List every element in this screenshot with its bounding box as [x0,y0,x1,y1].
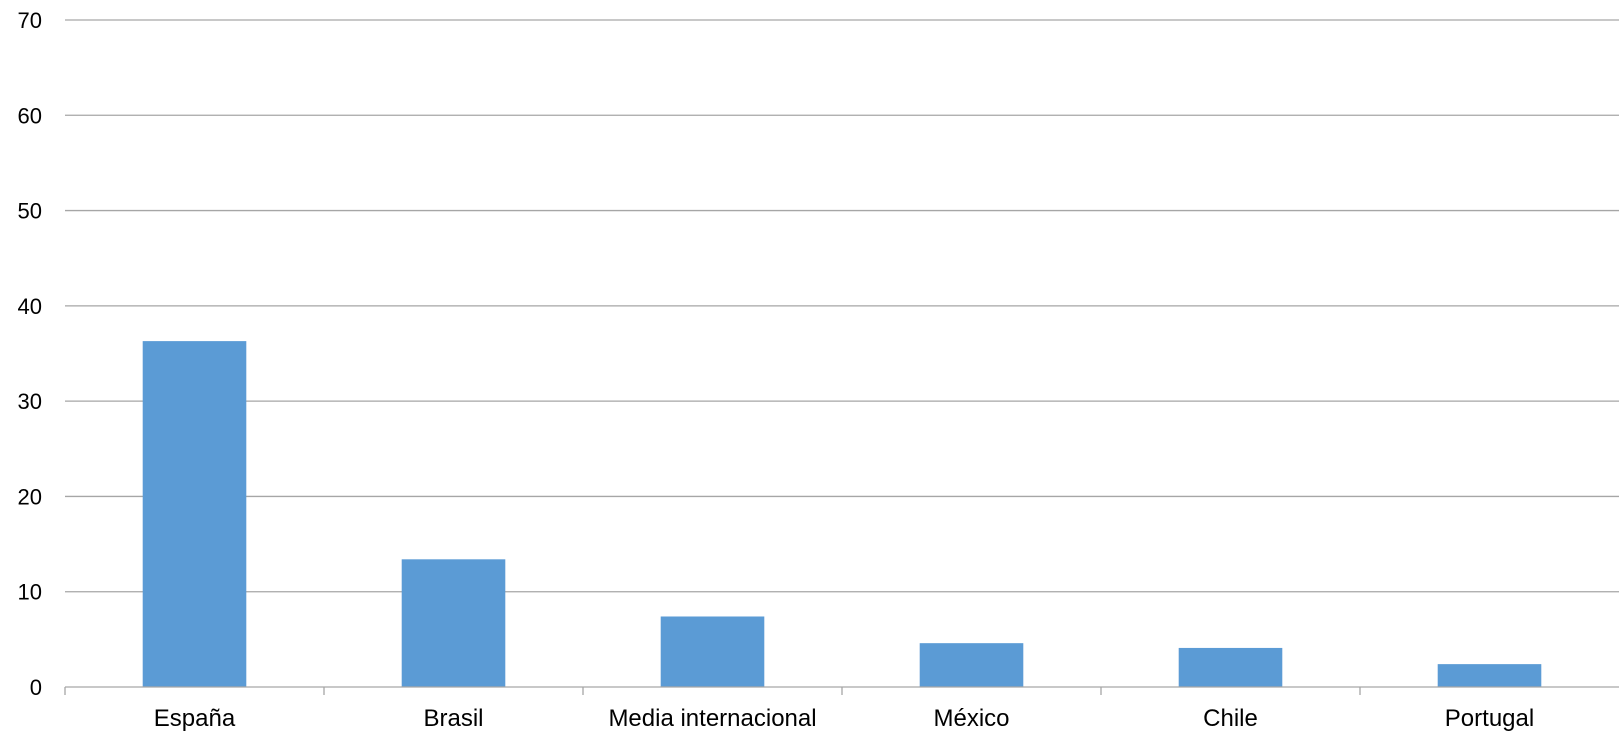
x-tick-label: Brasil [423,705,483,732]
x-axis [64,686,1619,695]
gridlines [65,19,1619,593]
bar [1437,664,1542,687]
bars [142,341,1542,687]
x-axis-tick-labels: España Brasil Media internacional México Chi… [154,705,1534,732]
y-tick-label: 0 [30,675,42,700]
bar [142,341,247,687]
y-tick-label: 10 [18,580,42,605]
x-tick-label: Portugal [1445,705,1534,732]
y-tick-label: 20 [18,484,42,509]
y-tick-label: 50 [18,199,42,224]
y-tick-label: 70 [18,8,42,33]
bar [919,643,1024,687]
y-tick-label: 40 [18,294,42,319]
y-axis-tick-labels: 0 10 20 30 40 50 60 70 [18,8,42,700]
x-tick-label: Media internacional [608,705,816,732]
bar [1178,647,1283,687]
y-tick-label: 60 [18,103,42,128]
x-tick-label: México [933,705,1009,732]
y-tick-label: 30 [18,389,42,414]
bar [660,616,765,687]
x-tick-label: España [154,705,236,732]
bar [401,559,506,687]
x-tick-label: Chile [1203,705,1258,732]
